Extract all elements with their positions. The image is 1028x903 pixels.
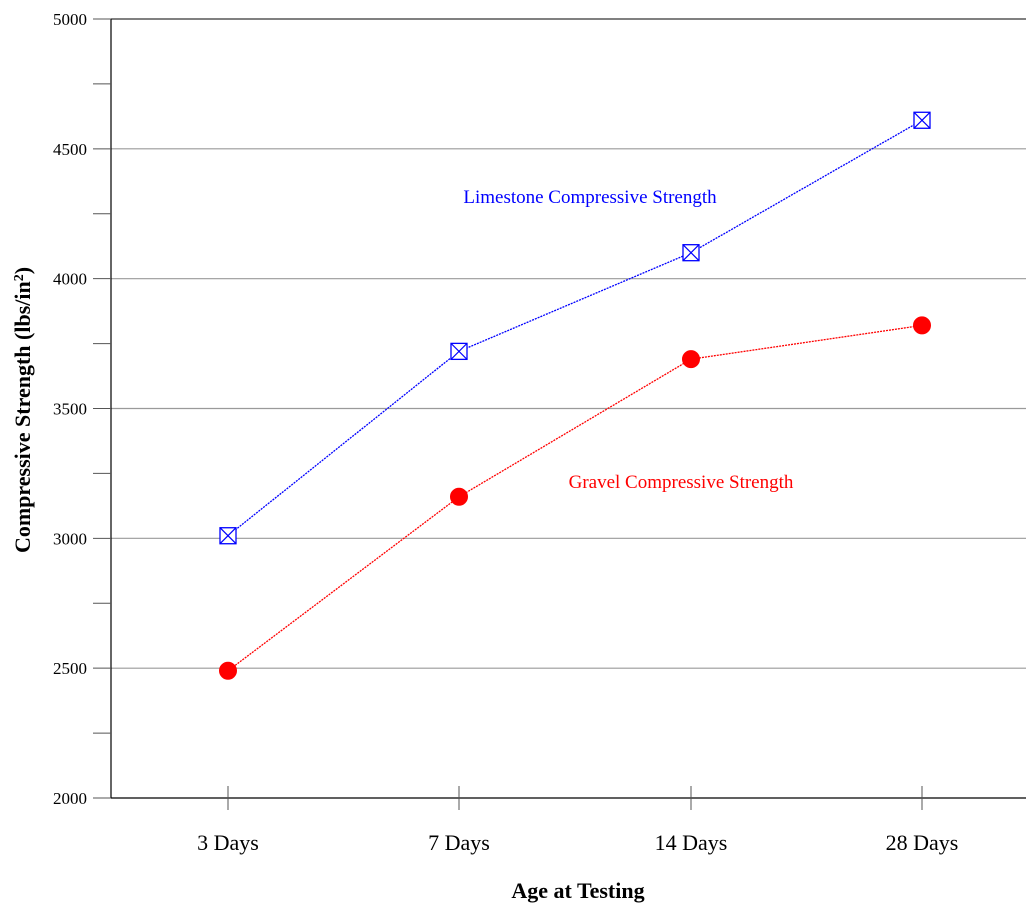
series-label-1: Gravel Compressive Strength [569, 472, 794, 493]
y-tick-label: 5000 [53, 10, 87, 29]
y-tick-label: 4000 [53, 270, 87, 289]
gravel-marker [219, 661, 237, 680]
x-tick-label: 14 Days [655, 830, 728, 855]
y-tick-label: 2500 [53, 659, 87, 678]
series-label-0: Limestone Compressive Strength [463, 187, 717, 208]
series-markers [219, 111, 931, 680]
series-lines [227, 119, 923, 672]
limestone-marker [682, 244, 700, 262]
x-axis-title: Age at Testing [511, 878, 644, 903]
y-tick-label: 3000 [53, 529, 87, 548]
limestone-marker [219, 527, 237, 545]
series-line-0 [227, 119, 923, 537]
gridlines [111, 18, 1026, 669]
y-axis-title: Compressive Strength (lbs/in2) [10, 267, 35, 553]
axes [93, 18, 1026, 810]
labels: 2000 2500 3000 3500 4000 4500 5000 3 Days 7 Days… [10, 10, 958, 903]
y-tick-label: 2000 [53, 789, 87, 808]
x-tick-label: 7 Days [428, 830, 490, 855]
gravel-marker [913, 316, 931, 335]
x-tick-label: 3 Days [197, 830, 259, 855]
limestone-marker [913, 111, 931, 129]
y-tick-label: 4500 [53, 140, 87, 159]
gravel-marker [450, 487, 468, 506]
series-line-1 [227, 324, 923, 672]
limestone-marker [450, 342, 468, 361]
gravel-marker [682, 350, 700, 369]
x-tick-label: 28 Days [886, 830, 959, 855]
y-tick-label: 3500 [53, 400, 87, 419]
